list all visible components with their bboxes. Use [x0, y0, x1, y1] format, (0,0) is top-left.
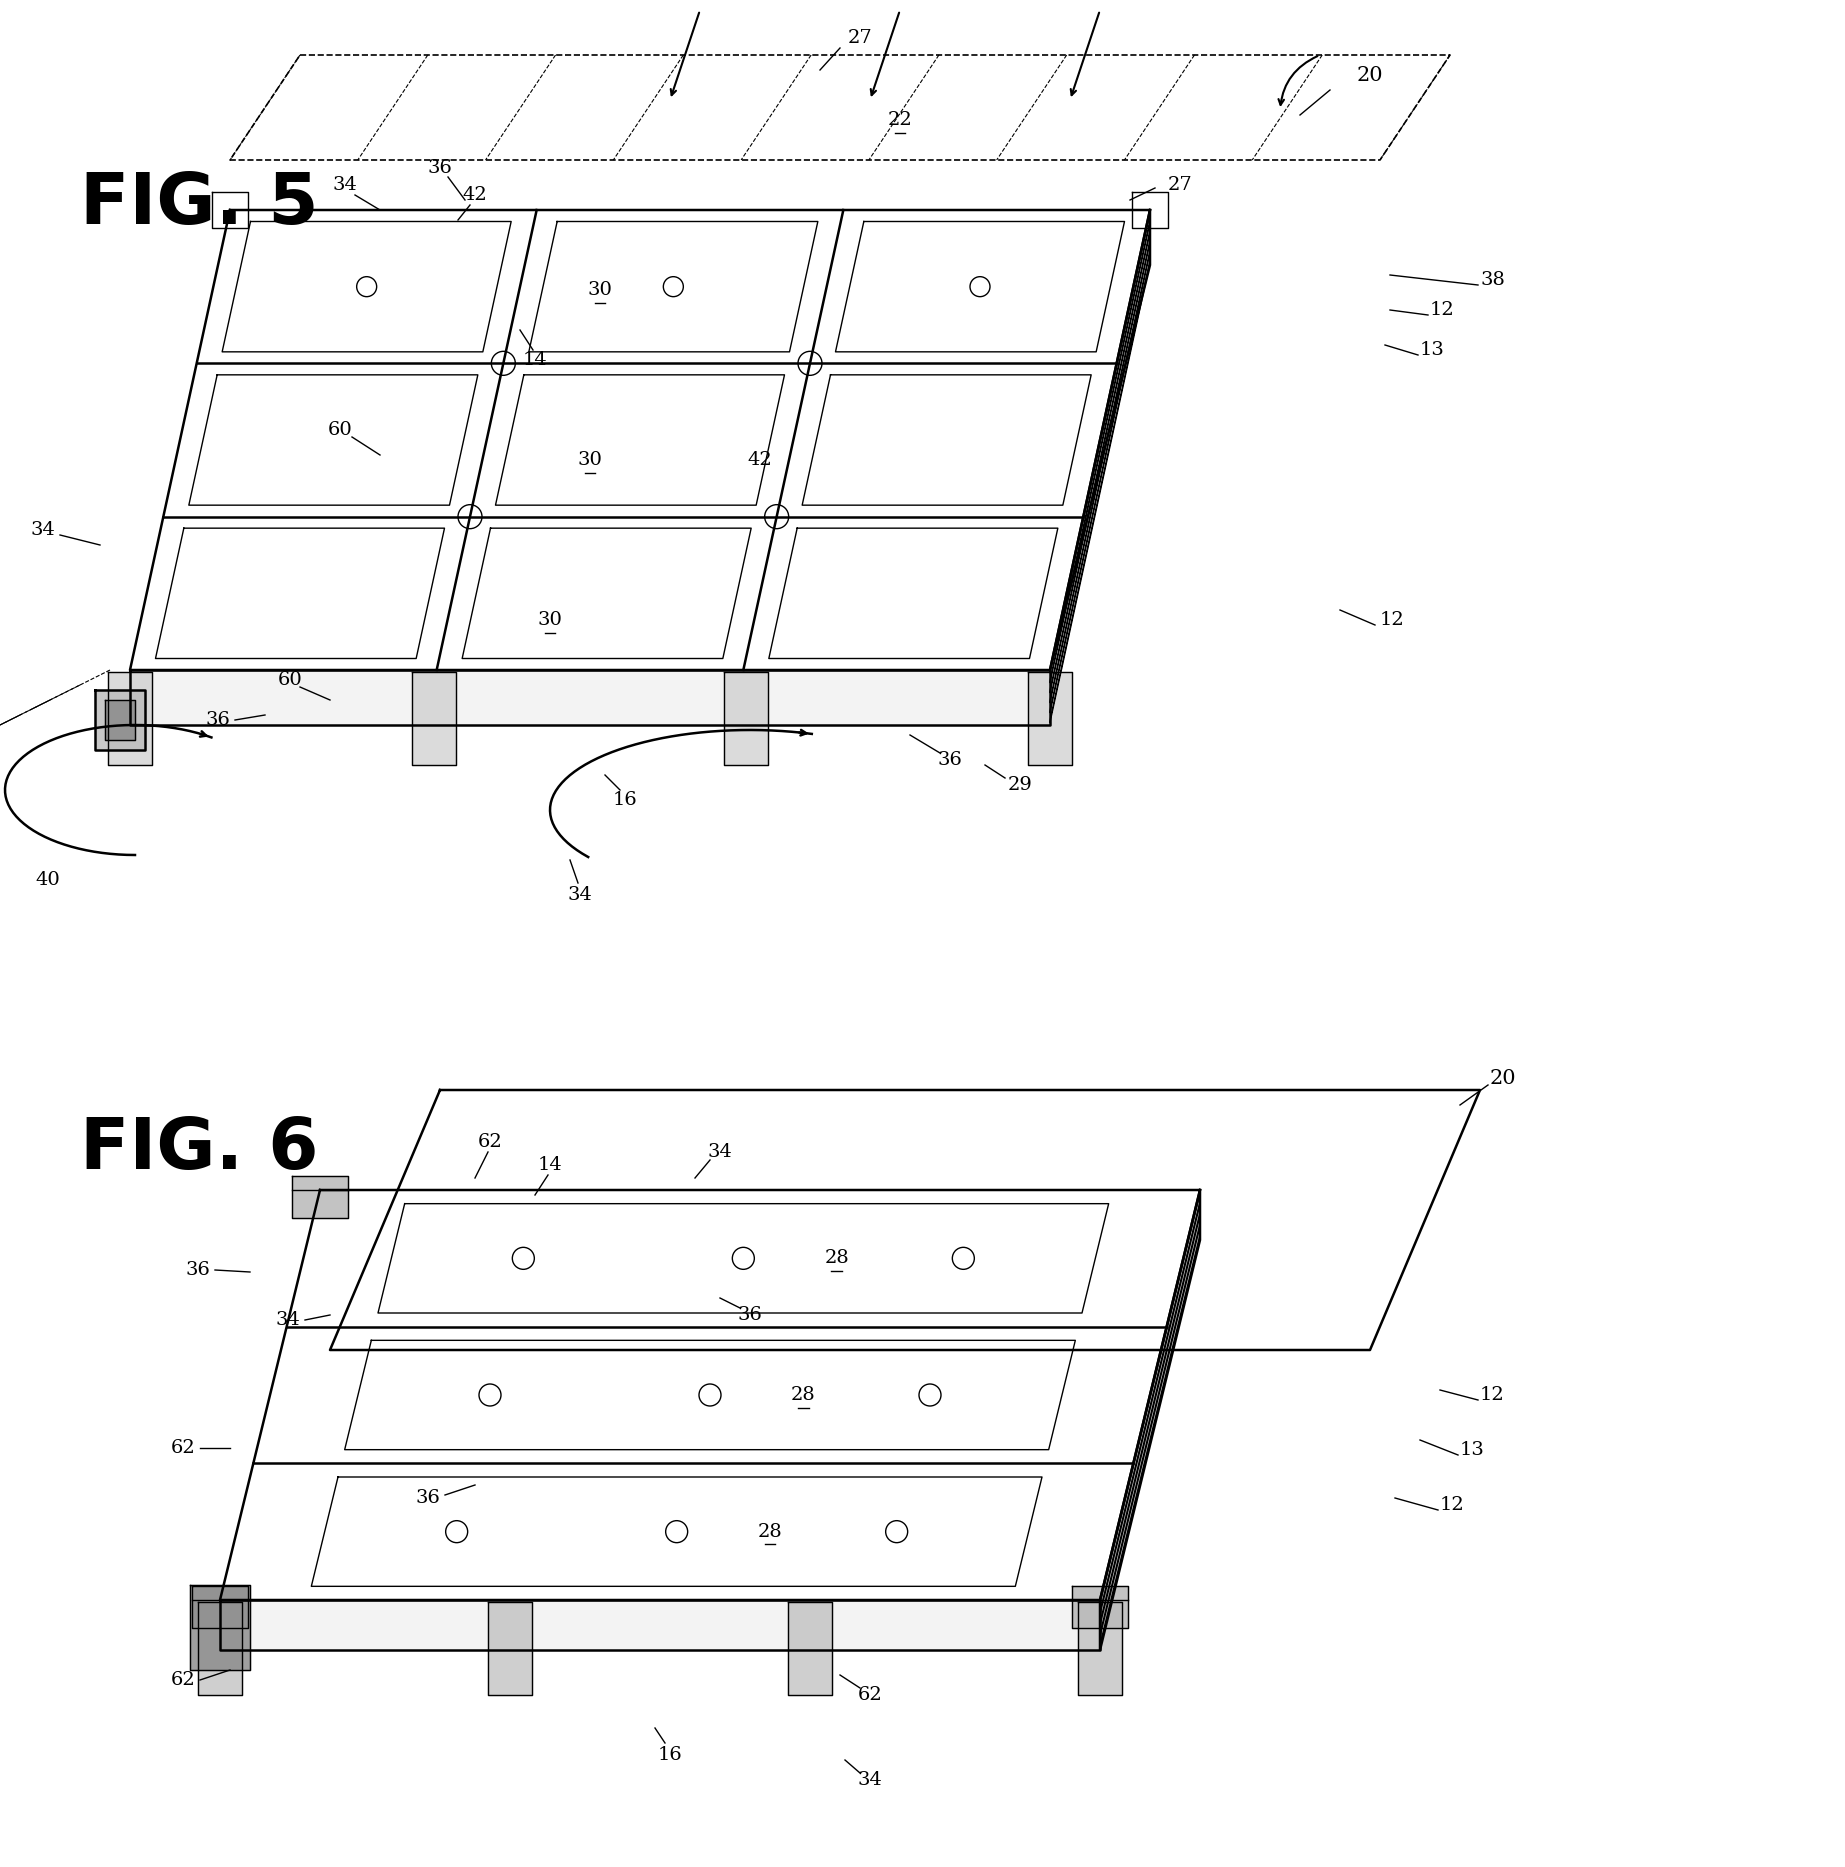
Text: 34: 34	[332, 175, 358, 194]
Text: 34: 34	[568, 887, 592, 904]
Polygon shape	[1072, 1585, 1127, 1628]
Text: 14: 14	[537, 1156, 563, 1174]
Polygon shape	[1050, 250, 1149, 713]
Text: 62: 62	[170, 1671, 196, 1690]
Text: 36: 36	[428, 159, 452, 177]
Polygon shape	[190, 1585, 251, 1669]
Text: 34: 34	[858, 1772, 882, 1789]
Text: 29: 29	[1007, 777, 1033, 793]
Text: 13: 13	[1421, 342, 1445, 358]
Text: 62: 62	[858, 1686, 882, 1705]
Text: 36: 36	[184, 1260, 210, 1279]
Text: 36: 36	[937, 751, 963, 769]
Text: 13: 13	[1459, 1441, 1485, 1458]
Polygon shape	[220, 1600, 1100, 1650]
Text: 36: 36	[205, 711, 231, 728]
Polygon shape	[1050, 209, 1149, 670]
Polygon shape	[1100, 1200, 1199, 1615]
Text: 42: 42	[747, 452, 773, 469]
Polygon shape	[1100, 1189, 1199, 1604]
Text: 62: 62	[478, 1133, 502, 1150]
Polygon shape	[489, 1602, 533, 1695]
Polygon shape	[197, 1602, 242, 1695]
Polygon shape	[1050, 260, 1149, 723]
Text: 12: 12	[1430, 301, 1454, 319]
Polygon shape	[192, 1585, 247, 1628]
Polygon shape	[1100, 1234, 1199, 1649]
Text: 16: 16	[613, 792, 637, 808]
Text: 20: 20	[1356, 65, 1384, 84]
Text: 34: 34	[30, 521, 55, 540]
Text: 36: 36	[415, 1490, 439, 1507]
Text: 34: 34	[275, 1311, 301, 1329]
Text: 34: 34	[708, 1143, 732, 1161]
Text: 20: 20	[1491, 1068, 1517, 1087]
Text: 38: 38	[1480, 271, 1506, 289]
Text: 30: 30	[577, 452, 603, 469]
Polygon shape	[725, 672, 768, 765]
Polygon shape	[292, 1176, 349, 1217]
Text: FIG. 5: FIG. 5	[79, 170, 319, 239]
Polygon shape	[1050, 209, 1149, 672]
Text: FIG. 6: FIG. 6	[79, 1115, 319, 1184]
Text: 12: 12	[1480, 1385, 1506, 1404]
Text: 30: 30	[587, 282, 613, 299]
Text: 62: 62	[170, 1439, 196, 1456]
Polygon shape	[1100, 1189, 1199, 1650]
Polygon shape	[411, 672, 456, 765]
Text: 60: 60	[277, 670, 303, 689]
Polygon shape	[129, 670, 1050, 724]
Polygon shape	[1100, 1223, 1199, 1637]
Polygon shape	[1050, 220, 1149, 683]
Polygon shape	[109, 672, 151, 765]
Text: 28: 28	[758, 1523, 782, 1540]
Text: 42: 42	[463, 187, 487, 204]
Text: 22: 22	[887, 110, 913, 129]
Text: 14: 14	[522, 351, 548, 370]
Text: 27: 27	[1168, 175, 1192, 194]
Text: 12: 12	[1380, 611, 1404, 629]
Polygon shape	[1050, 230, 1149, 693]
Polygon shape	[105, 700, 135, 739]
Text: 28: 28	[825, 1249, 849, 1268]
Text: 60: 60	[328, 420, 352, 439]
Text: 36: 36	[738, 1307, 762, 1324]
Polygon shape	[1050, 241, 1149, 702]
Text: 28: 28	[792, 1385, 815, 1404]
Polygon shape	[1100, 1212, 1199, 1626]
Text: 12: 12	[1439, 1495, 1465, 1514]
Text: 40: 40	[35, 872, 61, 889]
Polygon shape	[1028, 672, 1072, 765]
Polygon shape	[94, 691, 146, 751]
Text: 27: 27	[847, 30, 873, 47]
Polygon shape	[788, 1602, 832, 1695]
Text: 16: 16	[657, 1746, 683, 1764]
Text: 30: 30	[537, 611, 563, 629]
Polygon shape	[1077, 1602, 1122, 1695]
